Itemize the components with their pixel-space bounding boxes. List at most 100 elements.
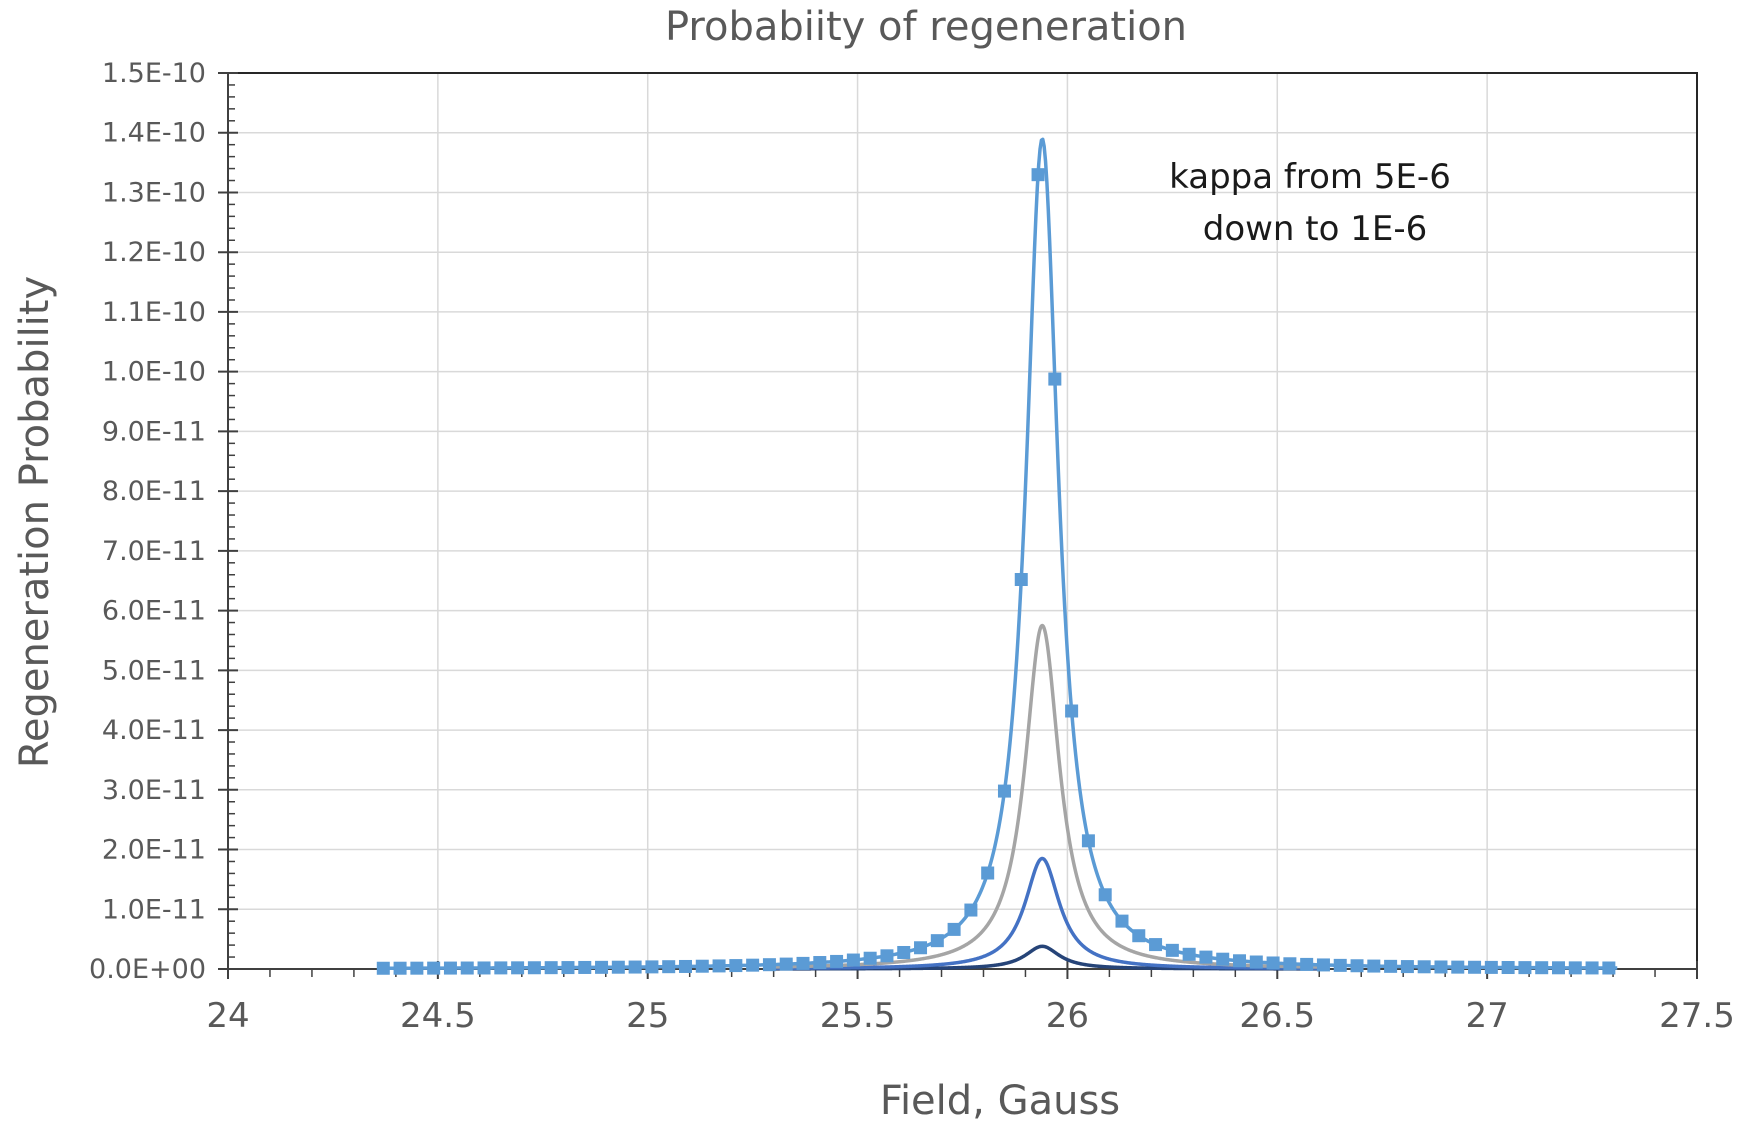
series-1-marker (578, 960, 592, 974)
x-tick-label: 25.5 (820, 996, 896, 1036)
series-1-marker (427, 961, 441, 975)
series-1-marker (393, 961, 407, 975)
series-1-marker (1551, 961, 1565, 975)
x-tick-label: 24 (206, 996, 249, 1036)
series-1-marker (645, 960, 659, 974)
series-1-marker (1568, 961, 1582, 975)
gridlines (228, 73, 1697, 969)
y-tick-label: 1.4E-10 (102, 118, 206, 149)
series-1-marker (678, 959, 692, 973)
annotation-line-1: kappa from 5E-6 (1169, 157, 1451, 197)
series-1-marker (712, 959, 726, 973)
series-1-marker (1417, 960, 1431, 974)
series-1 (376, 137, 1618, 975)
series-1-marker (1249, 955, 1263, 969)
series-1-marker (964, 903, 978, 917)
series-1-marker (1182, 947, 1196, 961)
annotation-line-2: down to 1E-6 (1203, 209, 1428, 249)
series-1-marker (930, 934, 944, 948)
y-axis-title: Regeneration Probability (12, 276, 58, 768)
series-1-marker (1165, 943, 1179, 957)
series-1-marker (1266, 956, 1280, 970)
series-1-marker (443, 961, 457, 975)
y-tick-label: 1.1E-10 (102, 297, 206, 328)
y-tick-label: 1.2E-10 (102, 237, 206, 268)
y-tick-label: 1.0E-10 (102, 357, 206, 388)
series-1-marker (1384, 959, 1398, 973)
series-1-marker (544, 961, 558, 975)
series-1-marker (1216, 952, 1230, 966)
chart-title: Probabiity of regeneration (665, 4, 1187, 50)
series-1-marker (1434, 960, 1448, 974)
series-1-marker (830, 954, 844, 968)
y-axis-ticks: 0.0E+00 1.0E-11 2.0E-11 3.0E-11 4.0E-11 5.0E-… (89, 58, 238, 985)
series-1-marker (762, 958, 776, 972)
x-tick-label: 27.5 (1659, 996, 1735, 1036)
series-3 (772, 856, 1321, 971)
series-1-marker (410, 961, 424, 975)
series-1-marker (561, 961, 575, 975)
y-tick-label: 4.0E-11 (102, 715, 206, 746)
series-1-marker (947, 922, 961, 936)
series-1-marker (1014, 573, 1028, 587)
series-1-marker (779, 957, 793, 971)
series-1-marker (880, 949, 894, 963)
y-tick-label: 8.0E-11 (102, 476, 206, 507)
series-1-marker (1031, 168, 1045, 182)
series-1-marker (1367, 959, 1381, 973)
series-1-marker (1468, 960, 1482, 974)
series-1-marker (611, 960, 625, 974)
series-3-line (772, 856, 1321, 971)
series-1-marker (1518, 961, 1532, 975)
series-1-marker (997, 784, 1011, 798)
series-1-marker (1585, 961, 1599, 975)
series-1-marker (511, 961, 525, 975)
series-1-marker (1115, 914, 1129, 928)
y-tick-label: 3.0E-11 (102, 775, 206, 806)
series-1-marker (460, 961, 474, 975)
series-1-marker (914, 941, 928, 955)
series-1-marker (1283, 957, 1297, 971)
series-1-marker (1132, 929, 1146, 943)
series-1-marker (1535, 961, 1549, 975)
series-1-marker (1233, 954, 1247, 968)
series-1-marker (1602, 961, 1616, 975)
y-tick-label: 0.0E+00 (89, 954, 206, 985)
series-1-marker (662, 960, 676, 974)
series-1-marker (1316, 958, 1330, 972)
series-layer (376, 137, 1618, 975)
y-tick-label: 1.5E-10 (102, 58, 206, 89)
series-1-marker (1451, 960, 1465, 974)
annotation: kappa from 5E-6 down to 1E-6 (1169, 157, 1451, 249)
series-1-marker (1199, 950, 1213, 964)
x-axis-title: Field, Gauss (880, 1078, 1120, 1123)
series-1-marker (746, 958, 760, 972)
series-1-marker (1300, 957, 1314, 971)
y-tick-label: 2.0E-11 (102, 835, 206, 866)
series-1-marker (1081, 834, 1095, 848)
series-1-marker (897, 945, 911, 959)
series-1-marker (1149, 938, 1163, 952)
series-1-marker (729, 959, 743, 973)
series-1-marker (1501, 961, 1515, 975)
series-1-marker (494, 961, 508, 975)
series-1-marker (1098, 888, 1112, 902)
series-1-marker (376, 961, 390, 975)
y-tick-label: 5.0E-11 (102, 655, 206, 686)
x-tick-label: 24.5 (400, 996, 476, 1036)
series-1-marker (695, 959, 709, 973)
series-1-marker (527, 961, 541, 975)
series-1-marker (1350, 959, 1364, 973)
series-1-marker (796, 956, 810, 970)
y-tick-label: 7.0E-11 (102, 536, 206, 567)
series-1-marker (1333, 958, 1347, 972)
y-tick-label: 9.0E-11 (102, 416, 206, 447)
x-tick-label: 26.5 (1239, 996, 1315, 1036)
y-tick-label: 1.0E-11 (102, 894, 206, 925)
series-1-marker (1065, 704, 1079, 718)
series-1-marker (1484, 960, 1498, 974)
x-tick-label: 27 (1466, 996, 1509, 1036)
series-1-marker (1048, 372, 1062, 386)
